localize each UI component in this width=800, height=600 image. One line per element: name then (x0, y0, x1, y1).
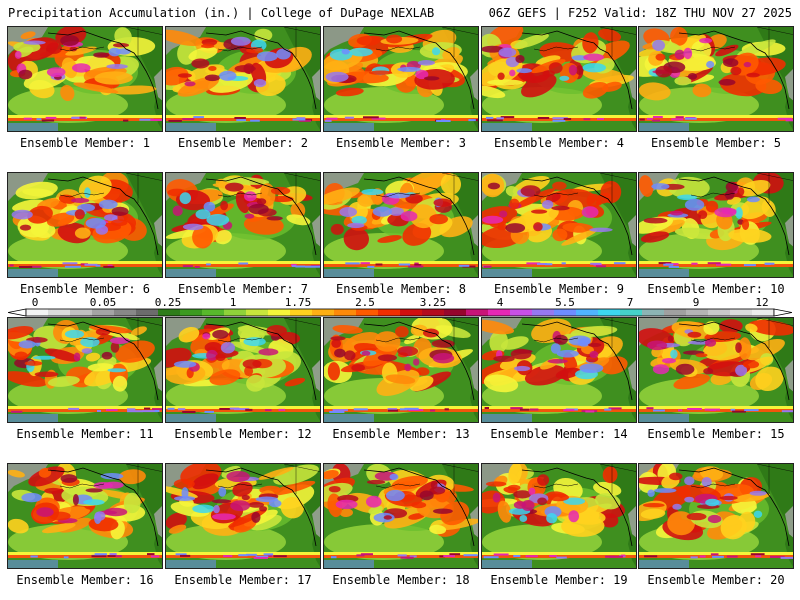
colorbar-swatch (268, 309, 291, 316)
ensemble-member-map (323, 463, 479, 569)
colorbar-tick-label: 2.5 (355, 296, 375, 309)
colorbar-swatch (576, 309, 599, 316)
ensemble-member-label: Ensemble Member: 11 (16, 427, 154, 441)
colorbar-tick-label: 3.25 (419, 296, 447, 309)
colorbar-swatch (686, 309, 709, 316)
colorbar-swatch (730, 309, 753, 316)
ensemble-member-map (638, 172, 794, 278)
colorbar-swatch (334, 309, 357, 316)
ensemble-member-map (323, 317, 479, 423)
colorbar-swatch (180, 309, 203, 316)
ensemble-member-map (7, 317, 163, 423)
ensemble-member-label: Ensemble Member: 13 (332, 427, 470, 441)
ensemble-member-label: Ensemble Member: 6 (19, 282, 151, 296)
colorbar-swatch (664, 309, 687, 316)
colorbar-swatch (708, 309, 731, 316)
colorbar-swatch (400, 309, 423, 316)
colorbar-tick-label: 0 (31, 296, 39, 309)
colorbar-swatch (290, 309, 313, 316)
colorbar-swatch (466, 309, 489, 316)
colorbar-swatch (158, 309, 181, 316)
colorbar-swatch (70, 309, 93, 316)
ensemble-member-label: Ensemble Member: 4 (493, 136, 625, 150)
colorbar-swatch (620, 309, 643, 316)
ensemble-member-label: Ensemble Member: 14 (490, 427, 628, 441)
ensemble-member-map (638, 463, 794, 569)
colorbar-swatch (444, 309, 467, 316)
colorbar-arrow-right (773, 308, 792, 317)
colorbar-tick-label: 0.05 (89, 296, 117, 309)
ensemble-member-map (323, 172, 479, 278)
header-title: Precipitation Accumulation (in.) | Colle… (8, 6, 435, 20)
ensemble-member-map (165, 317, 321, 423)
colorbar-tick-label: 4 (496, 296, 504, 309)
colorbar-swatch (26, 309, 49, 316)
colorbar-swatch (224, 309, 247, 316)
ensemble-member-map (323, 26, 479, 132)
ensemble-member-label: Ensemble Member: 20 (647, 573, 785, 587)
colorbar-swatch (114, 309, 137, 316)
colorbar-tick-label: 7 (626, 296, 634, 309)
colorbar-swatch (510, 309, 533, 316)
colorbar-swatch (642, 309, 665, 316)
colorbar-tick-label: 9 (692, 296, 700, 309)
colorbar-swatch (554, 309, 577, 316)
ensemble-member-map (481, 26, 637, 132)
colorbar-swatch (598, 309, 621, 316)
colorbar-swatch (752, 309, 775, 316)
ensemble-member-map (638, 317, 794, 423)
colorbar-tick-label: 0.25 (154, 296, 182, 309)
colorbar-tick-label: 1.75 (284, 296, 312, 309)
ensemble-member-label: Ensemble Member: 16 (16, 573, 154, 587)
ensemble-member-map (481, 172, 637, 278)
ensemble-member-label: Ensemble Member: 17 (174, 573, 312, 587)
colorbar-swatch (532, 309, 555, 316)
ensemble-member-label: Ensemble Member: 15 (647, 427, 785, 441)
colorbar-swatch (312, 309, 335, 316)
ensemble-member-label: Ensemble Member: 9 (493, 282, 625, 296)
colorbar-swatch (488, 309, 511, 316)
ensemble-member-label: Ensemble Member: 7 (177, 282, 309, 296)
colorbar-swatch (378, 309, 401, 316)
ensemble-member-map (481, 317, 637, 423)
ensemble-member-map (165, 172, 321, 278)
ensemble-member-map (7, 463, 163, 569)
ensemble-member-label: Ensemble Member: 3 (335, 136, 467, 150)
ensemble-member-label: Ensemble Member: 1 (19, 136, 151, 150)
colorbar-swatch (356, 309, 379, 316)
colorbar-tick-label: 1 (229, 296, 237, 309)
colorbar-tick-label: 5.5 (555, 296, 575, 309)
colorbar-swatch (136, 309, 159, 316)
ensemble-member-label: Ensemble Member: 19 (490, 573, 628, 587)
colorbar-tick-label: 12 (755, 296, 769, 309)
colorbar-arrow-left (8, 308, 27, 317)
ensemble-member-label: Ensemble Member: 8 (335, 282, 467, 296)
ensemble-member-label: Ensemble Member: 2 (177, 136, 309, 150)
colorbar (8, 308, 792, 317)
ensemble-member-map (638, 26, 794, 132)
ensemble-member-map (481, 463, 637, 569)
header-run-info: 06Z GEFS | F252 Valid: 18Z THU NOV 27 20… (488, 6, 792, 20)
ensemble-member-label: Ensemble Member: 18 (332, 573, 470, 587)
ensemble-member-map (7, 26, 163, 132)
colorbar-swatch (48, 309, 71, 316)
colorbar-swatch (92, 309, 115, 316)
colorbar-swatch (246, 309, 269, 316)
ensemble-member-label: Ensemble Member: 5 (650, 136, 782, 150)
ensemble-member-label: Ensemble Member: 10 (647, 282, 785, 296)
colorbar-swatch (202, 309, 225, 316)
colorbar-swatch (422, 309, 445, 316)
ensemble-member-map (165, 26, 321, 132)
ensemble-member-map (7, 172, 163, 278)
ensemble-member-map (165, 463, 321, 569)
ensemble-member-label: Ensemble Member: 12 (174, 427, 312, 441)
